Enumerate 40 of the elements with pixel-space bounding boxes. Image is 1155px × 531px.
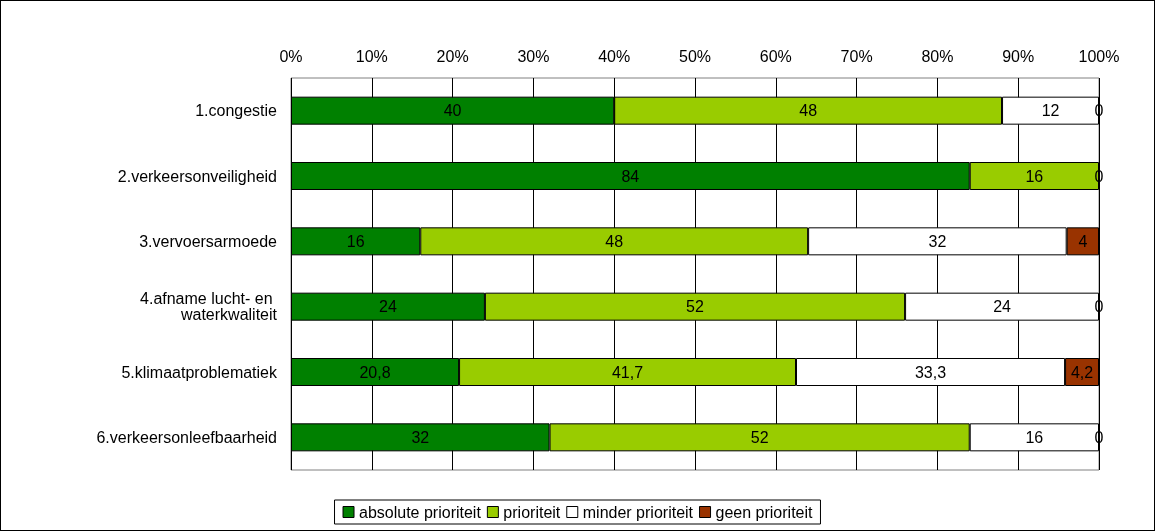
data-label: 33,3 <box>914 363 947 381</box>
data-label: 24 <box>379 298 397 316</box>
data-label: 24 <box>993 298 1012 316</box>
data-label: 16 <box>1025 167 1044 185</box>
data-label: 16 <box>1025 428 1044 446</box>
data-label: 48 <box>605 232 624 250</box>
x-tick-label: 50% <box>678 47 712 65</box>
data-label: 4,2 <box>1070 363 1094 381</box>
x-tick-label: 100% <box>1078 47 1120 65</box>
x-tick-label: 10% <box>355 47 388 65</box>
data-label: 12 <box>1041 102 1060 120</box>
y-tick-label: 4.afname lucht- en waterkwaliteit <box>140 290 278 324</box>
data-label: 16 <box>346 232 365 250</box>
data-label: 52 <box>750 428 769 446</box>
data-label: 52 <box>686 298 704 316</box>
y-tick-label: 3.vervoersarmoede <box>139 232 278 250</box>
legend-label: prioriteit <box>503 503 561 521</box>
data-label: 41,7 <box>611 363 644 381</box>
data-label: 32 <box>411 428 430 446</box>
data-label: 32 <box>928 232 947 250</box>
x-tick-label: 30% <box>517 47 550 65</box>
x-tick-label: 90% <box>1002 47 1035 65</box>
data-label: 48 <box>799 102 818 120</box>
x-tick-label: 40% <box>598 47 631 65</box>
x-tick-label: 20% <box>436 47 469 65</box>
y-tick-label: 5.klimaatproblematiek <box>121 363 278 381</box>
data-label: 40 <box>443 102 462 120</box>
y-tick-label: 6.verkeersonleefbaarheid <box>96 428 277 446</box>
x-tick-label: 70% <box>840 47 873 65</box>
x-tick-label: 80% <box>921 47 954 65</box>
legend-label: minder prioriteit <box>582 503 694 521</box>
y-tick-label: 2.verkeersonveiligheid <box>117 167 277 185</box>
data-label: 4 <box>1078 232 1088 250</box>
x-tick-label: 60% <box>759 47 792 65</box>
y-tick-label: 1.congestie <box>195 102 278 120</box>
data-label: 84 <box>621 167 640 185</box>
legend-label: geen prioriteit <box>715 503 814 521</box>
data-label: 20,8 <box>359 363 391 381</box>
legend-label: absolute prioriteit <box>359 503 482 521</box>
x-tick-label: 0% <box>279 47 303 65</box>
